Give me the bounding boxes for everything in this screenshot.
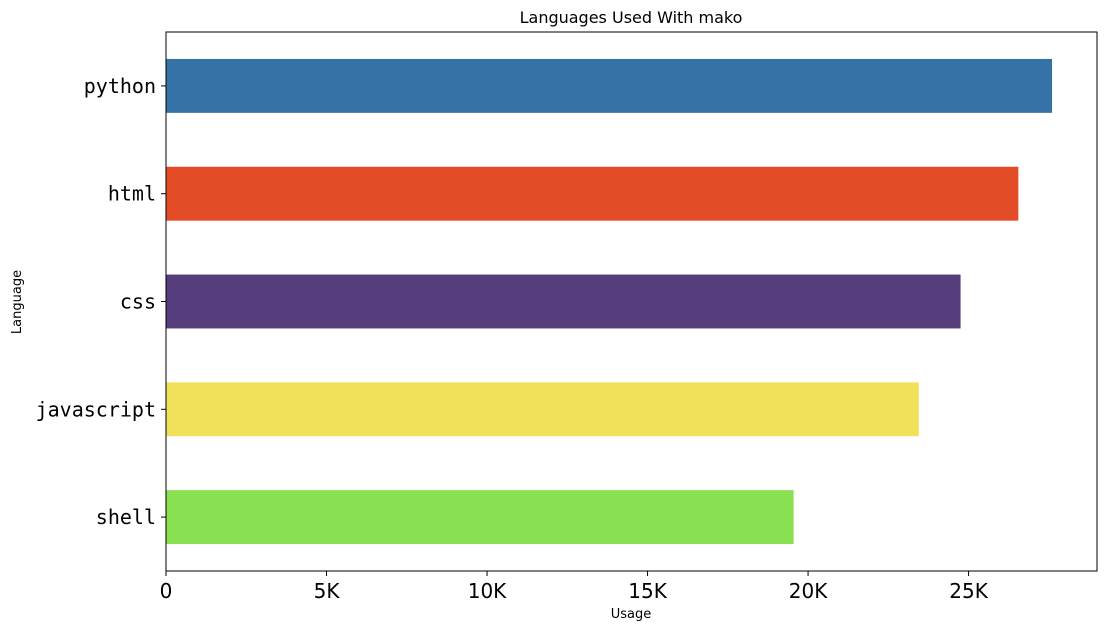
x-tick-label: 5K — [314, 579, 341, 603]
y-axis-label: Language — [10, 270, 25, 334]
y-tick-label-python: python — [84, 74, 156, 98]
y-tick-label-css: css — [120, 290, 156, 314]
y-tick-label-html: html — [108, 182, 156, 206]
x-tick-label: 15K — [628, 579, 667, 603]
x-tick-label: 10K — [468, 579, 507, 603]
bars-group — [166, 58, 1053, 545]
x-axis-label: Usage — [611, 607, 652, 622]
bar-html — [166, 166, 1019, 221]
x-axis-ticks: 0 5K 10K 15K 20K 25K — [160, 571, 989, 603]
x-tick-label: 20K — [789, 579, 828, 603]
y-tick-label-shell: shell — [96, 505, 156, 529]
bar-css — [166, 274, 961, 329]
y-axis-ticks: python html css javascript shell — [36, 74, 166, 529]
y-tick-label-javascript: javascript — [36, 397, 156, 421]
x-tick-label: 25K — [949, 579, 988, 603]
bar-javascript — [166, 382, 919, 437]
chart-title: Languages Used With mako — [520, 8, 743, 27]
plot-frame — [165, 31, 1098, 572]
x-tick-label: 0 — [160, 579, 173, 603]
bar-shell — [166, 490, 794, 545]
bar-python — [166, 58, 1053, 113]
